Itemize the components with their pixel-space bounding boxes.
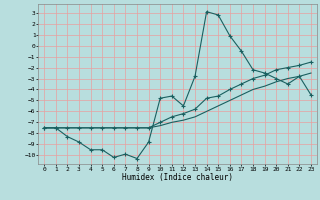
X-axis label: Humidex (Indice chaleur): Humidex (Indice chaleur) [122,173,233,182]
